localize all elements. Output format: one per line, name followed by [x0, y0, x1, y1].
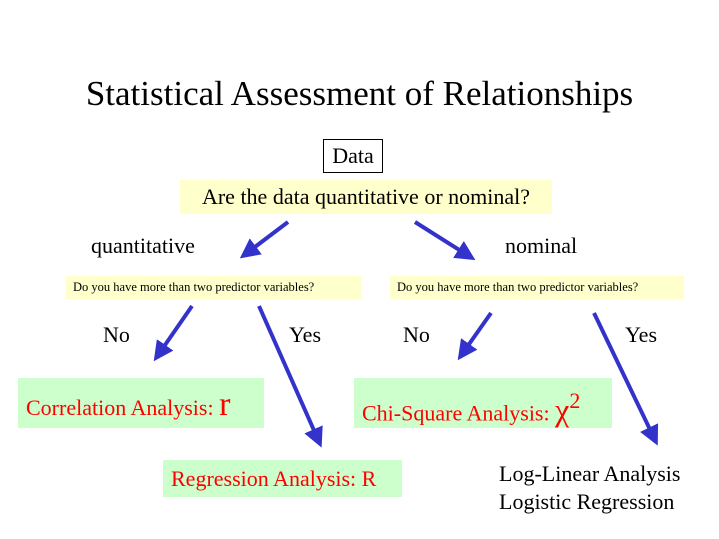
correlation-text: Correlation Analysis: — [26, 395, 220, 420]
arrow-nom-no — [457, 311, 493, 361]
page-title: Statistical Assessment of Relationships — [85, 74, 634, 113]
data-node: Data — [323, 139, 383, 173]
logistic-regression-text: Logistic Regression — [499, 489, 675, 514]
chi-superscript: 2 — [569, 388, 581, 413]
nominal-question: Do you have more than two predictor vari… — [390, 276, 684, 299]
nom-yes-label: Yes — [625, 322, 658, 347]
arrow-quant-yes — [257, 305, 323, 448]
main-question: Are the data quantitative or nominal? — [180, 180, 552, 214]
quant-no-label: No — [103, 322, 130, 347]
arrow-to-nominal — [413, 220, 476, 261]
chi-square-result: Chi-Square Analysis: χ2 — [354, 378, 612, 428]
regression-result: Regression Analysis: R — [163, 460, 402, 497]
arrow-quant-no — [153, 304, 194, 362]
nom-no-label: No — [403, 322, 430, 347]
arrow-nom-yes — [592, 312, 659, 446]
chi-symbol: χ — [555, 391, 570, 428]
log-linear-text: Log-Linear Analysis — [499, 461, 681, 486]
quant-yes-label: Yes — [289, 322, 322, 347]
quantitative-question: Do you have more than two predictor vari… — [66, 276, 361, 299]
arrow-to-quantitative — [239, 220, 290, 259]
nominal-label: nominal — [505, 233, 578, 258]
correlation-result: Correlation Analysis: r — [18, 378, 264, 428]
nominal-yes-result: Log-Linear Analysis Logistic Regression — [499, 460, 680, 516]
correlation-symbol: r — [219, 386, 231, 423]
chi-square-text: Chi-Square Analysis: — [362, 400, 556, 426]
quantitative-label: quantitative — [91, 233, 195, 258]
